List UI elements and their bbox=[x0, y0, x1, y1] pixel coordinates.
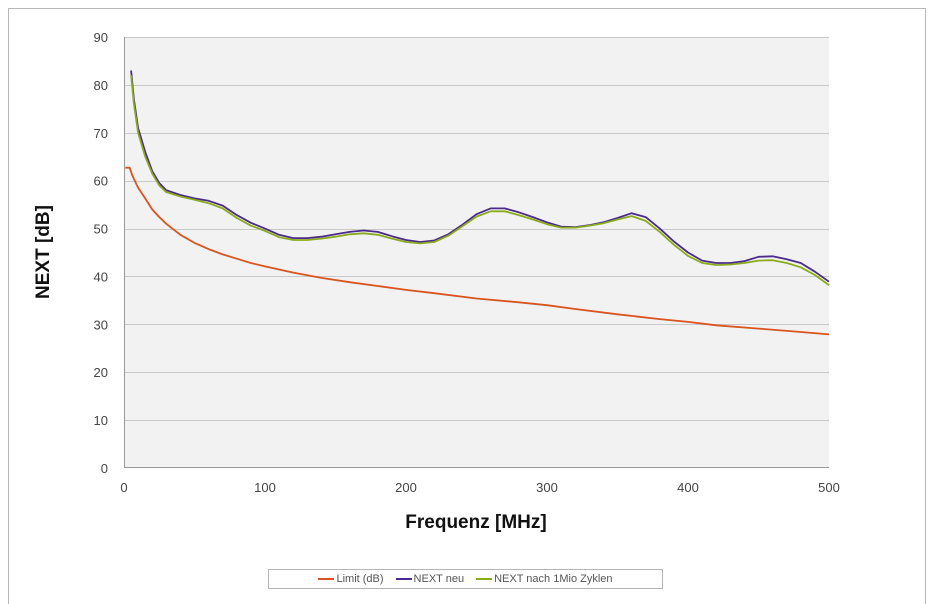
x-axis-title: Frequenz [MHz] bbox=[405, 512, 546, 533]
x-tick-label: 100 bbox=[254, 480, 276, 495]
y-tick-label: 90 bbox=[94, 30, 108, 45]
legend-item: NEXT nach 1Mio Zyklen bbox=[476, 573, 613, 585]
series-lines bbox=[125, 70, 830, 336]
legend-item: Limit (dB) bbox=[318, 573, 384, 585]
y-tick-label: 80 bbox=[94, 78, 108, 93]
y-tick-label: 40 bbox=[94, 269, 108, 284]
y-tick-labels: 0 10 20 30 40 50 60 70 80 90 bbox=[94, 30, 108, 476]
legend-label: Limit (dB) bbox=[336, 573, 384, 585]
x-tick-labels: 0 100 200 300 400 500 bbox=[120, 480, 839, 495]
x-tick-label: 200 bbox=[395, 480, 417, 495]
y-axis-title: NEXT [dB] bbox=[33, 205, 54, 299]
y-tick-label: 70 bbox=[94, 126, 108, 141]
series-line-3 bbox=[130, 75, 830, 286]
legend-swatch bbox=[318, 578, 335, 580]
x-tick-label: 300 bbox=[536, 480, 558, 495]
x-tick-label: 400 bbox=[677, 480, 699, 495]
x-tick-label: 0 bbox=[120, 480, 127, 495]
chart-frame bbox=[8, 8, 926, 604]
y-tick-label: 60 bbox=[94, 174, 108, 189]
gridlines bbox=[124, 37, 829, 421]
y-tick-label: 10 bbox=[94, 413, 108, 428]
y-tick-label: 30 bbox=[94, 317, 108, 332]
y-tick-label: 20 bbox=[94, 365, 108, 380]
y-tick-label: 50 bbox=[94, 222, 108, 237]
legend-swatch bbox=[395, 578, 412, 580]
legend-swatch bbox=[476, 578, 493, 580]
y-tick-label: 0 bbox=[101, 461, 108, 476]
plot-area bbox=[124, 37, 829, 468]
legend-label: NEXT nach 1Mio Zyklen bbox=[494, 573, 613, 585]
legend-label: NEXT neu bbox=[413, 573, 465, 585]
x-tick-label: 500 bbox=[818, 480, 840, 495]
series-line-1 bbox=[125, 166, 830, 336]
series-line-2 bbox=[130, 70, 830, 283]
legend: Limit (dB) NEXT neu NEXT nach 1Mio Zyklen bbox=[268, 569, 663, 589]
legend-item: NEXT neu bbox=[395, 573, 465, 585]
